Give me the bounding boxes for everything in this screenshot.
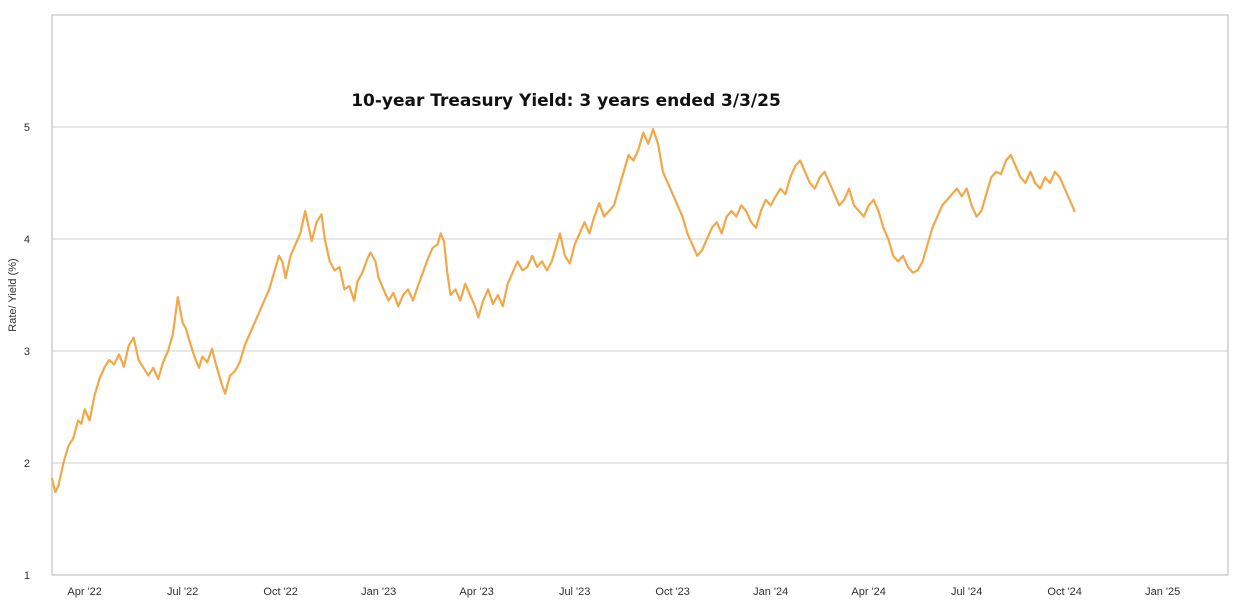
series-line-treasury-yield xyxy=(50,128,1076,494)
y-axis-label: Rate/ Yield (%) xyxy=(7,258,19,331)
x-axis-ticks: Apr '22 Jul '22 Oct '22 Jan '23 Apr '23 Jul '… xyxy=(67,586,1180,598)
chart-title: 10-year Treasury Yield: 3 years ended 3/… xyxy=(351,91,781,111)
x-tick-label: Oct '22 xyxy=(263,586,298,598)
x-tick-label: Apr '22 xyxy=(67,586,102,598)
y-tick-label: 2 xyxy=(24,458,30,470)
y-tick-label: 1 xyxy=(24,570,30,582)
x-tick-label: Apr '24 xyxy=(851,586,886,598)
x-tick-label: Jul '23 xyxy=(559,586,590,598)
x-tick-label: Jul '22 xyxy=(167,586,198,598)
x-tick-label: Jan '23 xyxy=(361,586,396,598)
x-tick-label: Oct '23 xyxy=(655,586,690,598)
x-tick-label: Apr '23 xyxy=(459,586,494,598)
plot-area-frame xyxy=(51,14,1229,576)
y-tick-label: 5 xyxy=(24,122,30,134)
x-tick-label: Jul '24 xyxy=(951,586,982,598)
x-tick-label: Jan '25 xyxy=(1145,586,1180,598)
series-group xyxy=(50,128,1076,494)
x-tick-label: Oct '24 xyxy=(1047,586,1082,598)
y-gridlines xyxy=(52,126,1228,464)
y-tick-label: 4 xyxy=(24,234,30,246)
x-tick-label: Jan '24 xyxy=(753,586,788,598)
y-axis-ticks: 1 2 3 4 5 xyxy=(24,122,30,582)
y-tick-label: 3 xyxy=(24,346,30,358)
